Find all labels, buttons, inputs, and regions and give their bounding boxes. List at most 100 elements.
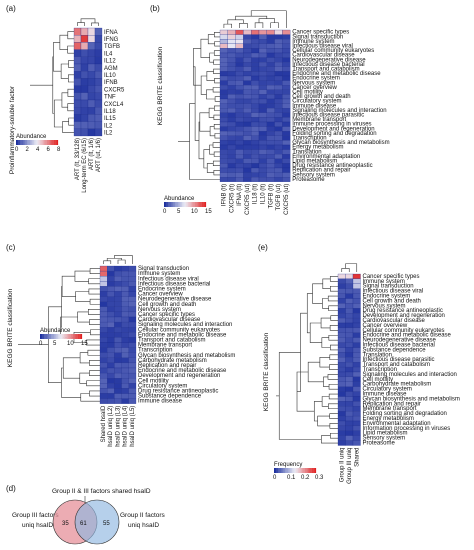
panel-b-cell [258, 43, 267, 49]
panel-c-cell [114, 311, 122, 318]
panel-b-cell [235, 52, 244, 58]
row-label: Circulatory system [138, 383, 187, 389]
row-label: TNF [104, 95, 116, 101]
panel-b-cell [219, 126, 228, 132]
panel-c-cell [128, 372, 137, 379]
row-label: Infectious disease bacterial [138, 281, 210, 287]
panel-b-cell [243, 163, 252, 169]
panel-c-cell [107, 301, 115, 307]
panel-b-cell [258, 34, 267, 40]
panel-b-cell [274, 135, 283, 141]
panel-c-cell [128, 378, 137, 384]
panel-c-cell [99, 276, 108, 282]
panel-c-cell [99, 327, 108, 333]
dendrogram [178, 32, 220, 180]
panel-b-cell [243, 154, 252, 159]
panel-e-cell [345, 376, 354, 382]
panel-a-cell [87, 78, 96, 86]
panel-b-cell [282, 39, 291, 44]
panel-c-cell [121, 281, 129, 287]
panel-e-cell [352, 362, 361, 368]
panel-e-cell [337, 347, 346, 353]
panel-a-cell [80, 35, 89, 43]
panel-b-cell [235, 103, 244, 109]
row-label: Development and regeneration [292, 126, 374, 132]
row-label: Infectious disease parasitic [363, 357, 435, 363]
panel-b-cells [219, 29, 291, 182]
row-label: Circulatory system [292, 99, 341, 105]
panel-b-cell [266, 154, 275, 159]
panel-b-cell [235, 98, 244, 104]
panel-b-cell [243, 172, 252, 178]
panel-b-cell [258, 112, 267, 118]
panel-c-cell [99, 332, 108, 338]
panel-e-cell [345, 352, 354, 358]
panel-b-cell [235, 126, 244, 132]
panel-b-cell [258, 149, 267, 155]
panel-e-cell [345, 396, 354, 402]
row-label: Glycan biosynthesis and metabolism [363, 396, 460, 402]
panel-a-cell [73, 99, 82, 108]
panel-b-cell [243, 34, 252, 40]
panel-c-cell [107, 367, 115, 374]
legend-title: Abundance [40, 328, 71, 334]
legend-title: Abundance [164, 196, 195, 202]
panel-b-cell [258, 140, 267, 146]
panel-b-cell [274, 108, 283, 113]
panel-b-cell [274, 39, 283, 44]
panel-b-cell [258, 167, 267, 173]
panel-e-cell [345, 322, 354, 329]
panel-b-cell [266, 140, 275, 146]
panel-b-cell [251, 94, 260, 100]
row-label: Neurodegenerative disease [138, 297, 212, 303]
panel-c-cell [114, 372, 122, 379]
panel-b-cell [235, 75, 244, 81]
column-dendrogram [341, 263, 358, 272]
panel-c-cell [121, 352, 129, 358]
panel-a-cell [87, 107, 96, 115]
panel-e-cell [345, 283, 354, 289]
row-label: Cellular community eukaryotes [138, 327, 220, 333]
panel-e-label: (e) [258, 243, 268, 252]
panel-b-cell [243, 43, 252, 49]
panel-e-cell [337, 322, 346, 329]
panel-b-cell [251, 167, 260, 173]
panel-b-cell [219, 172, 228, 178]
panel-e-cell [352, 381, 361, 387]
panel-e-cell [337, 352, 346, 358]
row-label: CXCL4 [104, 102, 124, 108]
panel-b-cell [219, 62, 228, 67]
panel-a-cell [73, 49, 82, 57]
panel-c-cell [128, 367, 137, 374]
panel-b-cell [266, 108, 275, 113]
panel-b-cell [227, 43, 236, 49]
panel-a-cell [80, 49, 89, 57]
venn-right-label-1: Group II factors [120, 512, 165, 519]
venn-right-circle [74, 499, 120, 545]
panel-b-cell [219, 85, 228, 90]
panel-b-cell [282, 149, 291, 155]
panel-b-cell [266, 57, 275, 63]
panel-b-cell [243, 85, 252, 90]
panel-c-cell [99, 321, 108, 328]
panel-b-cell [243, 71, 252, 77]
panel-b-cell [282, 85, 291, 90]
color-legend: Abundance 0 5 10 15 [163, 196, 212, 215]
color-legend: Abundance 0 5 10 15 [39, 328, 88, 347]
panel-b-cell [266, 149, 275, 155]
panel-b-cell [243, 108, 252, 113]
panel-b-cell [227, 135, 236, 141]
panel-b-cell [235, 140, 244, 146]
panel-c-cell [114, 383, 122, 389]
panel-b-cell [282, 177, 291, 182]
panel-b-cell [274, 43, 283, 49]
panel-b-cell [251, 57, 260, 63]
panel-e-cell [352, 332, 361, 338]
panel-a-cell [87, 114, 96, 122]
panel-e-cell [337, 371, 346, 378]
panel-c-cell [121, 378, 129, 384]
panel-a-cell [73, 92, 82, 101]
panel-e-cell [337, 401, 346, 407]
